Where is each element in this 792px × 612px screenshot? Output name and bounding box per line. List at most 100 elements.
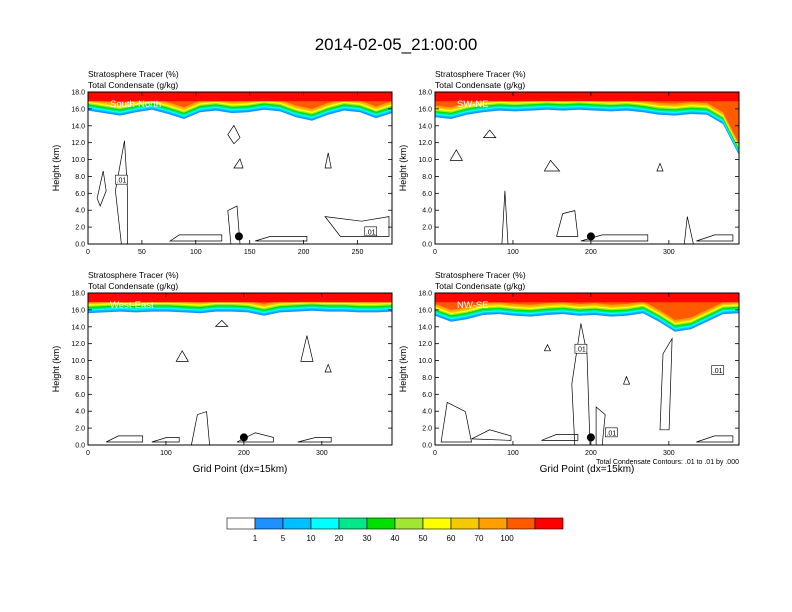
colorbar-swatch bbox=[338, 517, 368, 530]
location-marker bbox=[586, 433, 595, 442]
contour-line bbox=[449, 149, 464, 161]
y-axis-label: Height (km) bbox=[51, 346, 61, 393]
colorbar-label: 1 bbox=[253, 534, 258, 543]
contour-line bbox=[233, 158, 244, 169]
contour-line bbox=[106, 435, 144, 443]
contour-line bbox=[471, 429, 512, 441]
tracer-field bbox=[88, 293, 392, 316]
y-tick-label: 4.0 bbox=[75, 409, 85, 416]
panel-label-line1: Stratosphere Tracer (%) bbox=[435, 69, 526, 79]
x-tick-label: 200 bbox=[238, 450, 250, 457]
tracer-field bbox=[435, 293, 739, 332]
contour-label: .01 bbox=[366, 229, 376, 236]
x-axis-label: Grid Point (dx=15km) bbox=[540, 464, 635, 475]
x-tick-label: 50 bbox=[138, 249, 146, 256]
y-tick-label: 8.0 bbox=[75, 375, 85, 382]
page-title: 2014-02-05_21:00:00 bbox=[315, 35, 478, 54]
y-tick-label: 16.0 bbox=[418, 106, 432, 113]
x-tick-label: 0 bbox=[86, 249, 90, 256]
y-axis-label: Height (km) bbox=[51, 145, 61, 192]
y-tick-label: 6.0 bbox=[75, 392, 85, 399]
panel-sw-ne: SW-NE 0.0 2.0 4.0 6.0 8.0 10.0 12.0 14.0 16.0 18.0… bbox=[398, 69, 740, 256]
y-tick-label: 6.0 bbox=[75, 191, 85, 198]
location-marker bbox=[239, 433, 248, 442]
contour-line bbox=[236, 432, 274, 443]
contour-line bbox=[556, 210, 579, 237]
contour-line bbox=[175, 350, 189, 362]
condensate-contours bbox=[106, 319, 332, 446]
x-tick-label: 100 bbox=[160, 450, 172, 457]
colorbar-swatch bbox=[254, 517, 284, 530]
colorbar-label: 5 bbox=[281, 534, 286, 543]
y-tick-label: 10.0 bbox=[71, 157, 85, 164]
x-tick-label: 100 bbox=[507, 249, 519, 256]
contour-line bbox=[543, 343, 552, 352]
y-tick-label: 8.0 bbox=[422, 174, 432, 181]
colorbar: 1 5 10 20 30 40 50 60 70 100 bbox=[226, 517, 564, 543]
contour-line bbox=[543, 159, 561, 172]
contour-label-box bbox=[115, 174, 128, 185]
contour-line bbox=[501, 190, 509, 245]
tracer-field bbox=[88, 92, 392, 121]
y-tick-label: 12.0 bbox=[71, 341, 85, 348]
y-tick-label: 12.0 bbox=[418, 341, 432, 348]
y-tick-label: 18.0 bbox=[418, 291, 432, 298]
y-tick-label: 10.0 bbox=[71, 358, 85, 365]
contour-line bbox=[227, 124, 241, 145]
contour-label-box bbox=[711, 365, 725, 375]
y-axis-label: Height (km) bbox=[398, 145, 408, 192]
location-marker bbox=[586, 232, 595, 241]
contour-line bbox=[115, 140, 128, 245]
panel-name: South-North bbox=[110, 99, 161, 110]
plot-frame bbox=[434, 91, 740, 245]
y-tick-label: 18.0 bbox=[418, 90, 432, 97]
x-tick-label: 250 bbox=[352, 249, 364, 256]
y-tick-label: 0.0 bbox=[422, 242, 432, 249]
y-tick-label: 2.0 bbox=[422, 426, 432, 433]
contour-line bbox=[541, 434, 579, 441]
y-tick-label: 2.0 bbox=[75, 426, 85, 433]
panel-label-line2: Total Condensate (g/kg) bbox=[435, 281, 525, 291]
contour-label: .01 bbox=[117, 178, 127, 185]
x-tick-label: 100 bbox=[507, 450, 519, 457]
y-tick-label: 18.0 bbox=[71, 90, 85, 97]
x-tick-label: 0 bbox=[86, 450, 90, 457]
panel-name: NW-SE bbox=[457, 300, 489, 311]
contour-line bbox=[96, 170, 107, 207]
panels: .01 .01 South-North 0.0 2.0 4.0 6.0 8.0 10.0 12.0… bbox=[51, 69, 740, 475]
y-tick-label: 10.0 bbox=[418, 157, 432, 164]
contour-line bbox=[656, 162, 664, 172]
contour-line bbox=[571, 323, 591, 446]
colorbar-label: 70 bbox=[475, 534, 484, 543]
plot-frame bbox=[87, 292, 393, 446]
panel-label-line2: Total Condensate (g/kg) bbox=[88, 281, 178, 291]
y-tick-label: 18.0 bbox=[71, 291, 85, 298]
y-tick-label: 8.0 bbox=[75, 174, 85, 181]
colorbar-label: 10 bbox=[307, 534, 316, 543]
y-tick-label: 0.0 bbox=[75, 443, 85, 450]
plot-frame bbox=[87, 91, 393, 245]
contour-line bbox=[324, 363, 332, 373]
tracer-top-band bbox=[88, 92, 392, 102]
contour-line bbox=[659, 337, 673, 431]
tracer-top-band bbox=[435, 293, 739, 303]
contour-line bbox=[622, 375, 631, 385]
colorbar-swatch bbox=[450, 517, 480, 530]
y-tick-label: 2.0 bbox=[75, 225, 85, 232]
plot-frame bbox=[434, 292, 740, 446]
panel-label-line1: Stratosphere Tracer (%) bbox=[88, 69, 179, 79]
panel-name: West-East bbox=[110, 300, 154, 311]
panel-south-north: .01 .01 South-North 0.0 2.0 4.0 6.0 8.0 10.0 12.0… bbox=[51, 69, 393, 256]
x-tick-label: 300 bbox=[663, 450, 675, 457]
colorbar-label: 40 bbox=[391, 534, 400, 543]
contour-line bbox=[683, 216, 694, 245]
y-tick-label: 10.0 bbox=[418, 358, 432, 365]
x-tick-label: 200 bbox=[298, 249, 310, 256]
y-tick-label: 12.0 bbox=[71, 140, 85, 147]
x-tick-label: 200 bbox=[585, 450, 597, 457]
colorbar-swatch bbox=[366, 517, 396, 530]
y-tick-label: 4.0 bbox=[75, 208, 85, 215]
y-tick-label: 0.0 bbox=[422, 443, 432, 450]
contour-line bbox=[168, 234, 223, 242]
y-tick-label: 16.0 bbox=[71, 106, 85, 113]
